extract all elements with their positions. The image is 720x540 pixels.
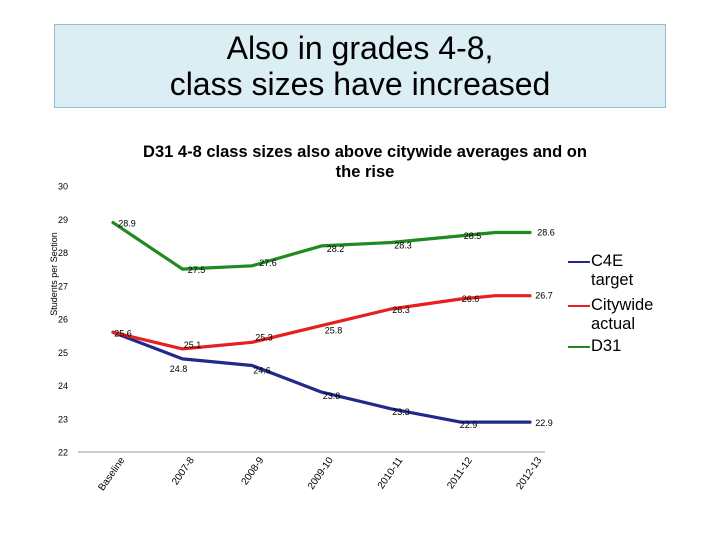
data-label-citywide-actual-5: 26.6 <box>462 294 480 304</box>
legend-label-d31: D31 <box>591 337 622 355</box>
y-tick-label-29: 29 <box>58 215 68 225</box>
y-axis-title: Students per Section <box>49 232 59 316</box>
series-line-citywide-actual <box>111 294 532 351</box>
y-tick-label-23: 23 <box>58 414 68 424</box>
data-label-c4e-target-4: 23.3 <box>392 407 410 417</box>
x-tick-label-2011-12: 2011-12 <box>445 455 475 491</box>
data-label-d31-7: 28.6 <box>537 228 555 238</box>
y-tick-label-27: 27 <box>58 281 68 291</box>
data-label-citywide-actual-0: 25.6 <box>114 328 132 338</box>
legend-swatch-c4e-target <box>568 261 590 263</box>
series-line-c4e-target <box>111 330 532 424</box>
slide-title-box: Also in grades 4-8, class sizes have inc… <box>54 24 666 108</box>
data-label-d31-3: 28.2 <box>327 244 345 254</box>
x-tick-label-baseline: Baseline <box>96 455 127 493</box>
x-tick-label-2008-9: 2008-9 <box>240 455 267 487</box>
legend-swatch-citywide-actual <box>568 305 590 307</box>
legend-label-citywide-actual: Citywide actual <box>591 296 654 333</box>
data-label-c4e-target-2: 24.6 <box>253 366 271 376</box>
x-tick-label-2007-8: 2007-8 <box>170 455 197 487</box>
data-label-c4e-target-1: 24.8 <box>170 364 188 374</box>
y-tick-label-28: 28 <box>58 248 68 258</box>
data-label-d31-4: 28.3 <box>394 241 412 251</box>
legend-label-c4e-target: C4E target <box>591 252 634 289</box>
data-label-citywide-actual-7: 26.7 <box>535 291 553 301</box>
data-label-d31-0: 28.9 <box>118 219 136 229</box>
chart-title: D31 4-8 class sizes also above citywide … <box>143 143 587 181</box>
data-label-d31-1: 27.5 <box>188 265 206 275</box>
data-label-citywide-actual-4: 26.3 <box>392 305 410 315</box>
series-line-d31 <box>111 221 532 271</box>
legend-entry-citywide-actual: Citywide actual <box>568 296 655 334</box>
x-tick-label-2009-10: 2009-10 <box>306 455 336 492</box>
y-tick-label-22: 22 <box>58 448 68 458</box>
data-label-c4e-target-3: 23.8 <box>323 391 341 401</box>
x-tick-label-2012-13: 2012-13 <box>514 455 544 492</box>
chart-series-lines <box>111 221 532 424</box>
data-label-citywide-actual-2: 25.3 <box>255 332 273 342</box>
data-label-c4e-target-7: 22.9 <box>535 418 553 428</box>
data-label-d31-2: 27.6 <box>259 258 277 268</box>
legend-swatch-d31 <box>568 346 590 348</box>
legend-entry-d31: D31 <box>568 337 655 356</box>
y-tick-label-25: 25 <box>58 348 68 358</box>
chart-data-labels: 24.8 24.6 23.8 23.3 22.9 22.9 25.6 25.1 25.3 25.8… <box>114 219 555 431</box>
y-tick-label-24: 24 <box>58 381 68 391</box>
data-label-citywide-actual-1: 25.1 <box>184 340 202 350</box>
x-tick-label-2010-11: 2010-11 <box>376 455 406 491</box>
data-label-d31-5: 28.5 <box>464 231 482 241</box>
data-label-c4e-target-5: 22.9 <box>460 420 478 430</box>
legend-entry-c4e-target: C4E target <box>568 252 655 290</box>
data-label-citywide-actual-3: 25.8 <box>325 326 343 336</box>
y-tick-label-26: 26 <box>58 315 68 325</box>
y-tick-label-30: 30 <box>58 182 68 192</box>
slide-title: Also in grades 4-8, class sizes have inc… <box>169 30 551 102</box>
